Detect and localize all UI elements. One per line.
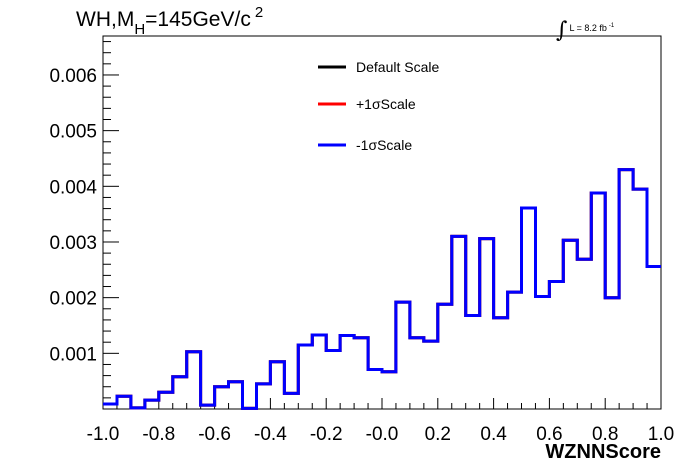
y-tick-label: 0.006 (49, 66, 97, 87)
title-value: =145GeV/c (145, 8, 251, 31)
legend-label: +1σScale (356, 96, 416, 112)
x-tick-label: -0.6 (198, 424, 231, 445)
title-superscript: 2 (254, 4, 264, 21)
x-tick-label: 0.4 (480, 424, 507, 445)
title-prefix: WH,M (76, 8, 135, 31)
y-tick-label: 0.005 (49, 122, 97, 143)
luminosity-text: L = 8.2 fb (569, 23, 607, 33)
y-tick-label: 0.001 (49, 344, 97, 365)
x-axis: -1.0 -0.8 -0.6 -0.4 -0.2 -0.0 0.2 0.4 0.6 0.8 1.0 (87, 398, 674, 445)
x-tick-label: 0.6 (536, 424, 562, 445)
x-tick-label: 0.8 (592, 424, 618, 445)
x-tick-label: -0.2 (310, 424, 343, 445)
x-tick-label: 1.0 (648, 424, 674, 445)
luminosity-label: ∫ L = 8.2 fb -1 (556, 12, 615, 43)
y-tick-label: 0.002 (49, 289, 97, 310)
x-axis-label: WZNNScore (545, 441, 661, 463)
x-tick-label: -0.0 (366, 424, 399, 445)
x-tick-label: -0.8 (142, 424, 175, 445)
series-line-2 (103, 168, 661, 410)
x-tick-label: -0.4 (254, 424, 287, 445)
title-subscript: H (134, 21, 146, 38)
legend: Default Scale +1σScale -1σScale (318, 59, 439, 153)
series-layer (103, 168, 661, 410)
luminosity-superscript: -1 (608, 23, 615, 29)
legend-label: -1σScale (356, 137, 412, 153)
x-tick-label: -1.0 (87, 424, 120, 445)
y-tick-label: 0.004 (49, 177, 97, 198)
legend-label: Default Scale (356, 59, 439, 75)
integral-symbol: ∫ (556, 18, 568, 43)
chart-title: WH,MH=145GeV/c 2 (76, 4, 263, 38)
x-tick-label: 0.2 (425, 424, 451, 445)
y-tick-label: 0.003 (49, 233, 97, 254)
y-axis: 0.001 0.002 0.003 0.004 0.005 0.006 (49, 41, 119, 399)
